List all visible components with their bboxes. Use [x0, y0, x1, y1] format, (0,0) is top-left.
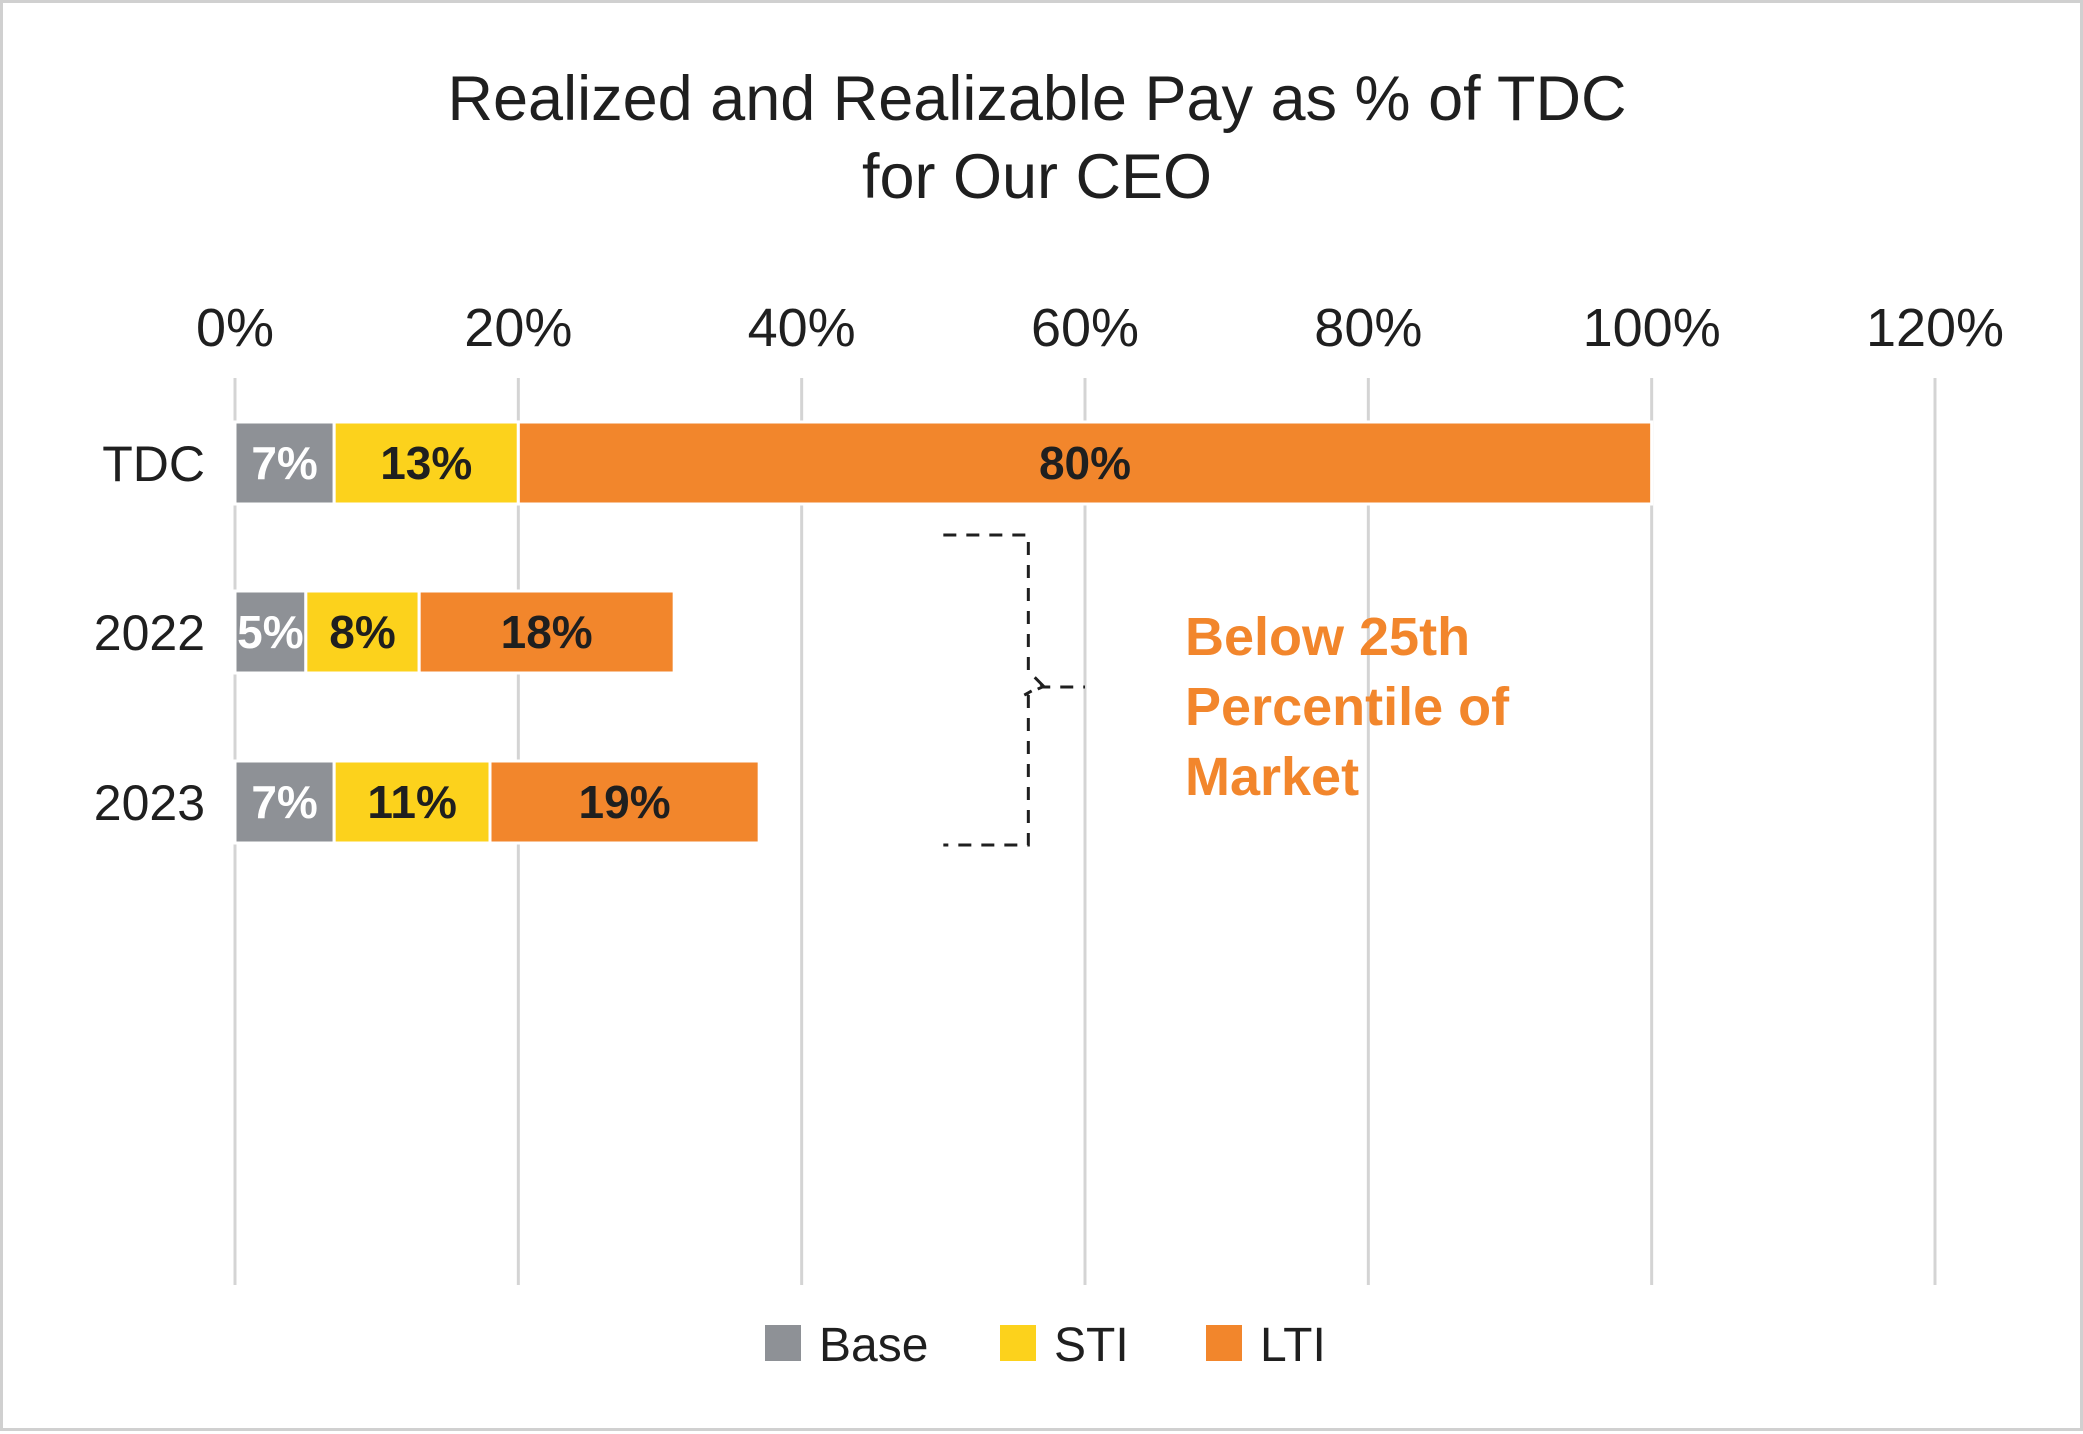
legend: Base STI LTI [765, 1319, 1326, 1372]
bar-segment-sti [332, 759, 492, 845]
legend-swatch-sti [1000, 1325, 1036, 1361]
chart-title: Realized and Realizable Pay as % of TDC … [448, 64, 1627, 212]
chart-title-line-1: Realized and Realizable Pay as % of TDC [448, 64, 1627, 134]
bar-segment-sti [304, 589, 421, 675]
data-label: 5% [237, 606, 303, 658]
bar-segment-sti [332, 420, 520, 506]
x-tick-label: 40% [748, 298, 856, 358]
data-label: 8% [329, 606, 395, 658]
bar-segment-lti [516, 420, 1654, 506]
data-label: 7% [251, 437, 317, 489]
category-label: 2023 [94, 775, 205, 831]
x-tick-label: 100% [1583, 298, 1721, 358]
annotation-line-3: Market [1185, 747, 1359, 807]
legend-swatch-lti [1206, 1325, 1242, 1361]
bar-chart: Realized and Realizable Pay as % of TDC … [94, 64, 2004, 1372]
bars: 7% 13% 80% 5% 8% 18% 7% 11% 19% [233, 420, 1654, 845]
annotation-bracket [943, 533, 1085, 847]
legend-swatch-base [765, 1325, 801, 1361]
bar-segment-base [233, 420, 336, 506]
data-label: 7% [251, 776, 317, 828]
bar-segment-lti [488, 759, 761, 845]
x-tick-label: 120% [1866, 298, 2004, 358]
data-label: 19% [579, 776, 671, 828]
x-tick-label: 60% [1031, 298, 1139, 358]
annotation-line-1: Below 25th [1185, 607, 1470, 667]
data-label: 13% [380, 437, 472, 489]
category-label: 2022 [94, 605, 205, 661]
x-axis-ticks: 0% 20% 40% 60% 80% 100% 120% [196, 298, 2004, 358]
y-axis-categories: TDC 2022 2023 [94, 436, 205, 831]
bar-segment-base [233, 759, 336, 845]
bar-segment-lti [417, 589, 676, 675]
legend-label-sti: STI [1054, 1319, 1129, 1372]
annotation-line-2: Percentile of [1185, 677, 1510, 737]
x-tick-label: 20% [464, 298, 572, 358]
gridlines [233, 378, 1937, 1285]
annotation: Below 25th Percentile of Market [943, 533, 1510, 847]
x-tick-label: 0% [196, 298, 274, 358]
data-label: 80% [1039, 437, 1131, 489]
x-tick-label: 80% [1314, 298, 1422, 358]
data-label: 11% [367, 776, 457, 828]
category-label: TDC [102, 436, 205, 492]
data-label: 18% [501, 606, 593, 658]
chart-title-line-2: for Our CEO [862, 142, 1212, 212]
legend-label-lti: LTI [1260, 1319, 1326, 1372]
legend-label-base: Base [819, 1319, 928, 1372]
